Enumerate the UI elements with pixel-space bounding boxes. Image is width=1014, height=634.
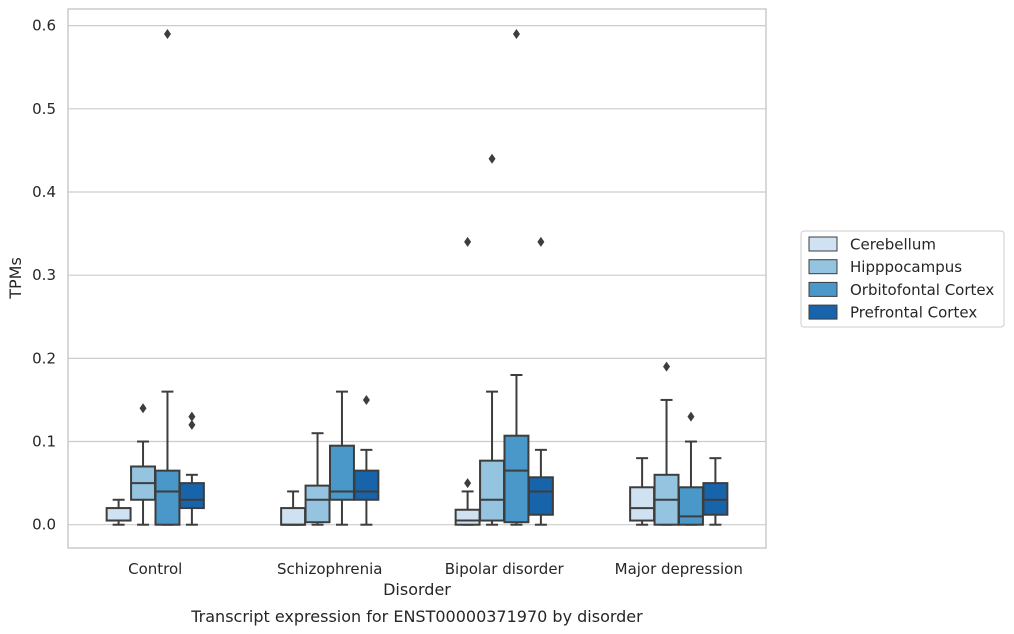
box-body xyxy=(105,507,132,522)
legend-swatch xyxy=(808,304,838,320)
y-axis-label: TPMs xyxy=(6,257,25,300)
outlier-point xyxy=(663,361,671,372)
box-body xyxy=(677,486,704,526)
box-body xyxy=(527,476,554,516)
box-3-4 xyxy=(527,236,554,526)
box-2-4 xyxy=(353,394,380,526)
box-body xyxy=(629,486,656,522)
box-2-3 xyxy=(328,390,355,526)
box-body xyxy=(304,484,331,524)
outlier-point xyxy=(163,28,171,39)
outlier-point xyxy=(512,28,520,39)
box-body xyxy=(178,482,205,510)
grid-lines xyxy=(68,25,766,526)
box-4-4 xyxy=(702,457,729,526)
box-1-1 xyxy=(105,498,132,526)
box-3-1 xyxy=(454,236,481,526)
box-body xyxy=(280,507,307,526)
legend-frame xyxy=(800,230,1005,328)
box-1-4 xyxy=(178,411,205,526)
outlier-point xyxy=(537,236,545,247)
chart-caption: Transcript expression for ENST0000037197… xyxy=(190,607,643,626)
legend-label: Hipppocampus xyxy=(850,258,962,276)
box-4-1 xyxy=(629,457,656,526)
box-body xyxy=(479,459,506,522)
legend-swatch xyxy=(808,281,838,297)
legend-label: Cerebellum xyxy=(850,236,936,254)
box-2-1 xyxy=(280,490,307,526)
x-tick-label: Bipolar disorder xyxy=(445,560,565,578)
box-3-3 xyxy=(503,28,530,526)
legend-swatch xyxy=(808,259,838,275)
plot-frame xyxy=(67,8,767,549)
legend-label: Orbitofontal Cortex xyxy=(850,281,994,299)
box-body xyxy=(154,469,181,526)
y-tick-label: 0.5 xyxy=(32,100,56,118)
x-tick-label: Control xyxy=(128,560,182,578)
y-tick-labels: 0.0 0.1 0.2 0.3 0.4 0.5 0.6 xyxy=(32,17,56,534)
legend-items: Cerebellum Hipppocampus Orbitofontal Corte… xyxy=(808,236,994,322)
outlier-point xyxy=(188,419,196,430)
outlier-point xyxy=(362,394,370,405)
outlier-point xyxy=(687,411,695,422)
x-tick-label: Major depression xyxy=(615,560,743,578)
x-tick-label: Schizophrenia xyxy=(277,560,382,578)
box-body xyxy=(454,508,481,526)
x-axis-label: Disorder xyxy=(383,580,451,599)
box-2-2 xyxy=(304,432,331,526)
legend: Cerebellum Hipppocampus Orbitofontal Corte… xyxy=(800,230,1005,328)
y-tick-label: 0.4 xyxy=(32,183,56,201)
outlier-point xyxy=(488,153,496,164)
y-tick-label: 0.3 xyxy=(32,266,56,284)
legend-swatch xyxy=(808,236,838,252)
box-3-2 xyxy=(479,153,506,526)
box-body xyxy=(503,434,530,524)
box-1-2 xyxy=(130,403,157,526)
box-4-2 xyxy=(653,361,680,526)
legend-label: Prefrontal Cortex xyxy=(850,304,977,322)
box-body xyxy=(353,469,380,501)
y-tick-label: 0.0 xyxy=(32,516,56,534)
box-layer xyxy=(105,28,729,526)
y-tick-label: 0.2 xyxy=(32,349,56,367)
outlier-point xyxy=(139,403,147,414)
box-4-3 xyxy=(677,411,704,526)
outlier-point xyxy=(464,478,472,489)
y-tick-label: 0.1 xyxy=(32,433,56,451)
outlier-point xyxy=(464,236,472,247)
box-1-3 xyxy=(154,28,181,526)
outlier-point xyxy=(188,411,196,422)
x-tick-labels: Control Schizophrenia Bipolar disorder Majo… xyxy=(128,560,743,578)
y-tick-label: 0.6 xyxy=(32,17,56,35)
